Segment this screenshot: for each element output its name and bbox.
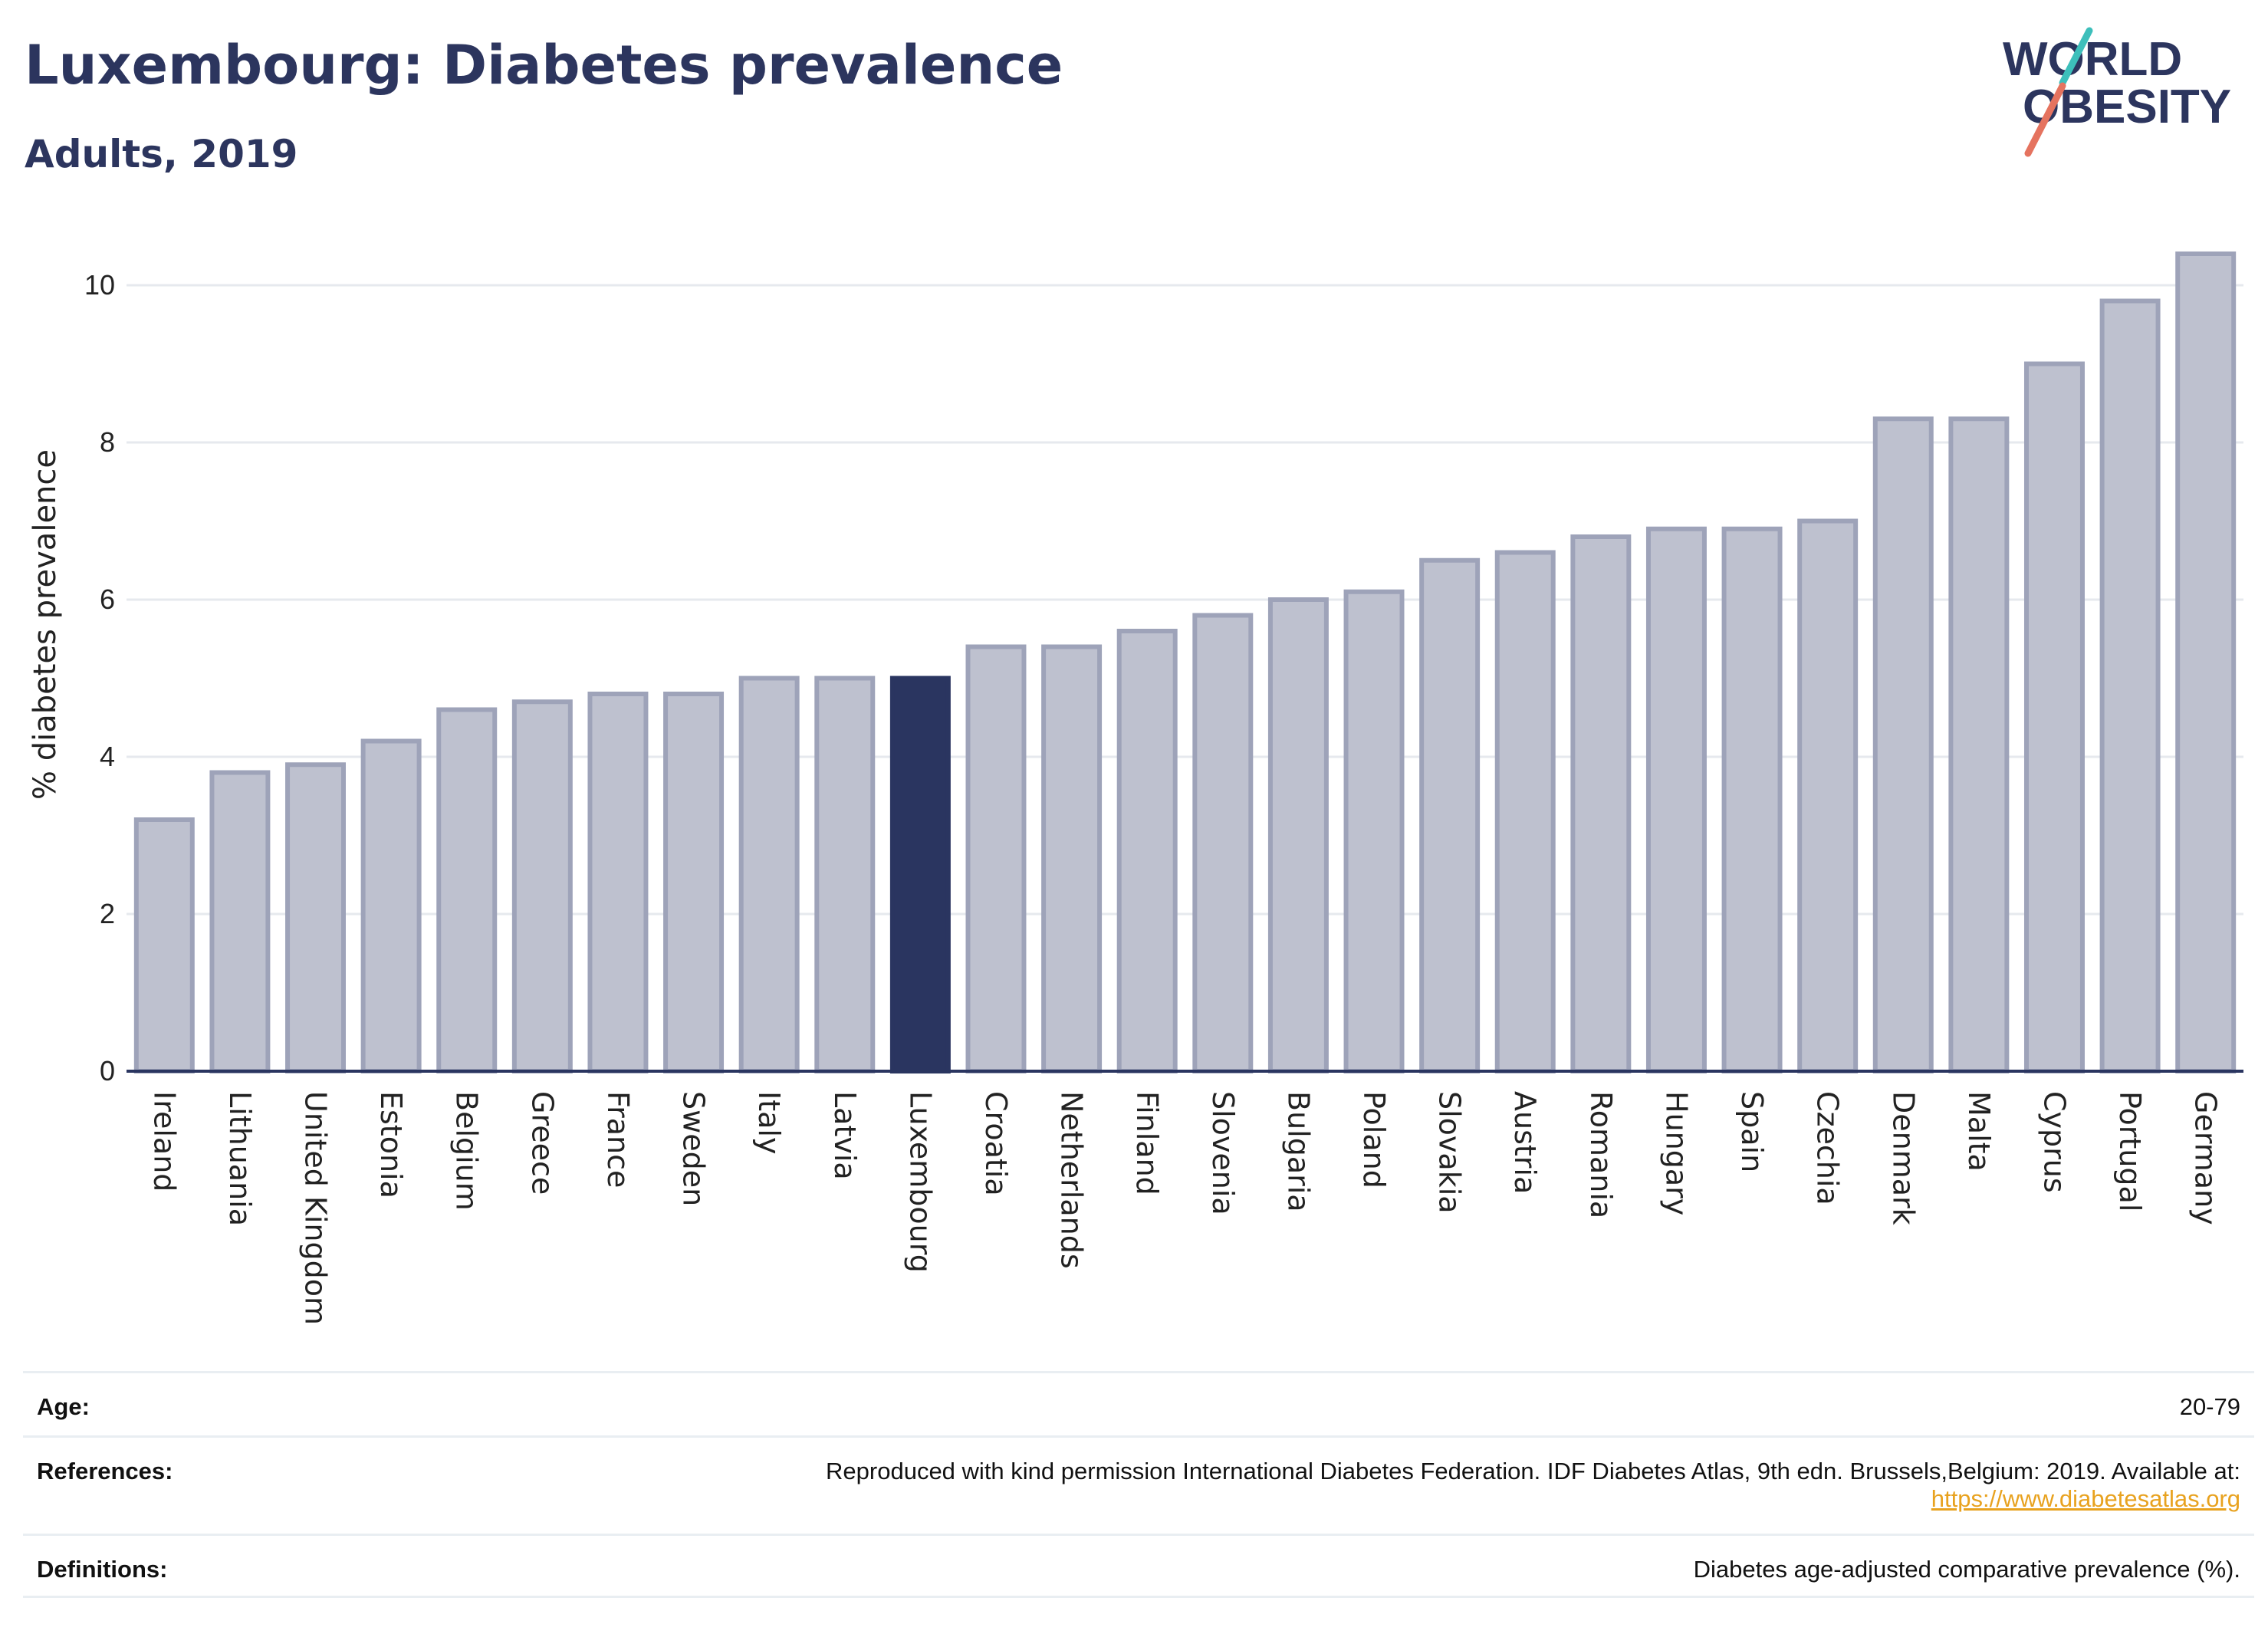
- bar-austria[interactable]: [1494, 550, 1556, 1073]
- references-link[interactable]: https://www.diabetesatlas.org: [1931, 1485, 2240, 1512]
- bar-united-kingdom[interactable]: [285, 762, 347, 1073]
- bar-finland[interactable]: [1116, 629, 1178, 1073]
- bar-denmark[interactable]: [1872, 416, 1934, 1073]
- bar-poland[interactable]: [1343, 589, 1405, 1073]
- x-tick-label: Greece: [525, 1091, 559, 1195]
- bar-ireland[interactable]: [133, 817, 195, 1073]
- footer-row-references: References: Reproduced with kind permiss…: [23, 1435, 2254, 1534]
- y-tick-label: 4: [100, 741, 115, 772]
- bar-slovenia[interactable]: [1192, 613, 1254, 1073]
- bar-france[interactable]: [587, 692, 649, 1073]
- bar-bulgaria[interactable]: [1267, 597, 1329, 1073]
- x-tick-label: Ireland: [147, 1091, 181, 1192]
- x-tick-label: Finland: [1130, 1091, 1164, 1195]
- age-value: 20-79: [2179, 1393, 2240, 1420]
- logo-line1: WORLD: [2003, 33, 2182, 86]
- bar-italy[interactable]: [738, 676, 800, 1073]
- x-tick-label: Denmark: [1886, 1091, 1920, 1225]
- bar-spain[interactable]: [1721, 526, 1783, 1073]
- x-tick-label: Spain: [1735, 1091, 1769, 1172]
- x-tick-label: Slovakia: [1433, 1091, 1467, 1214]
- bar-cyprus[interactable]: [2023, 361, 2085, 1073]
- definitions-value: Diabetes age-adjusted comparative preval…: [1693, 1556, 2240, 1583]
- x-tick-label: Malta: [1962, 1091, 1996, 1172]
- x-tick-label: Poland: [1357, 1091, 1391, 1189]
- footer-row-age: Age: 20-79: [23, 1371, 2254, 1435]
- bar-belgium[interactable]: [436, 707, 498, 1073]
- bar-slovakia[interactable]: [1419, 557, 1481, 1073]
- y-tick-label: 0: [100, 1055, 115, 1087]
- definitions-label: Definitions:: [37, 1556, 168, 1583]
- y-tick-label: 6: [100, 584, 115, 615]
- x-tick-label: Italy: [752, 1091, 786, 1154]
- references-text: Reproduced with kind permission Internat…: [826, 1458, 2240, 1484]
- bar-croatia[interactable]: [965, 644, 1027, 1073]
- y-axis-label: % diabetes prevalence: [28, 449, 63, 800]
- x-tick-label: Estonia: [374, 1091, 408, 1198]
- x-tick-label: Romania: [1584, 1091, 1618, 1218]
- bar-luxembourg[interactable]: [889, 676, 951, 1073]
- bar-malta[interactable]: [1948, 416, 2010, 1073]
- bar-portugal[interactable]: [2099, 298, 2161, 1073]
- x-tick-label: Croatia: [979, 1091, 1013, 1196]
- logo-slash-teal: [2059, 27, 2093, 87]
- chart-footer: Age: 20-79 References: Reproduced with k…: [23, 1371, 2254, 1598]
- x-tick-label: Bulgaria: [1281, 1091, 1315, 1212]
- x-tick-label: Latvia: [828, 1091, 862, 1180]
- bar-romania[interactable]: [1570, 534, 1632, 1073]
- bar-greece[interactable]: [511, 699, 573, 1073]
- x-tick-label: Slovenia: [1206, 1091, 1240, 1215]
- bar-czechia[interactable]: [1797, 518, 1859, 1073]
- x-tick-label: Hungary: [1659, 1091, 1693, 1215]
- x-tick-label: Lithuania: [223, 1091, 257, 1226]
- x-tick-label: Cyprus: [2037, 1091, 2071, 1193]
- bar-hungary[interactable]: [1645, 526, 1707, 1073]
- bar-latvia[interactable]: [814, 676, 876, 1073]
- x-tick-label: Germany: [2189, 1091, 2223, 1225]
- bar-sweden[interactable]: [663, 692, 725, 1073]
- bar-estonia[interactable]: [360, 738, 422, 1073]
- y-tick-label: 2: [100, 898, 115, 929]
- x-tick-label: Luxembourg: [903, 1091, 937, 1273]
- references-value: Reproduced with kind permission Internat…: [826, 1458, 2240, 1513]
- page-title: Luxembourg: Diabetes prevalence: [25, 34, 1063, 97]
- world-obesity-logo: WORLD OBESITY: [2003, 27, 2231, 157]
- logo-slash-coral: [2024, 82, 2066, 157]
- x-tick-label: Belgium: [450, 1091, 484, 1211]
- x-tick-label: Portugal: [2113, 1091, 2147, 1212]
- y-tick-label: 10: [84, 269, 115, 301]
- bar-chart: 0 2 4 6 8 10 % diabetes prevalence Ireland Lithu…: [28, 252, 2243, 1325]
- x-tick-label: Austria: [1508, 1091, 1542, 1194]
- x-tick-label: United Kingdom: [299, 1091, 333, 1325]
- footer-row-definitions: Definitions: Diabetes age-adjusted compa…: [23, 1534, 2254, 1598]
- x-tick-label: Czechia: [1811, 1091, 1845, 1205]
- bar-netherlands[interactable]: [1041, 644, 1103, 1073]
- x-tick-label: Sweden: [677, 1091, 711, 1206]
- x-tick-label: Netherlands: [1055, 1091, 1089, 1269]
- references-label: References:: [37, 1458, 173, 1484]
- bar-germany[interactable]: [2175, 252, 2237, 1073]
- x-tick-label: France: [601, 1091, 635, 1188]
- page-subtitle: Adults, 2019: [25, 132, 298, 176]
- y-tick-label: 8: [100, 426, 115, 458]
- age-label: Age:: [37, 1393, 90, 1420]
- bar-lithuania[interactable]: [209, 770, 271, 1073]
